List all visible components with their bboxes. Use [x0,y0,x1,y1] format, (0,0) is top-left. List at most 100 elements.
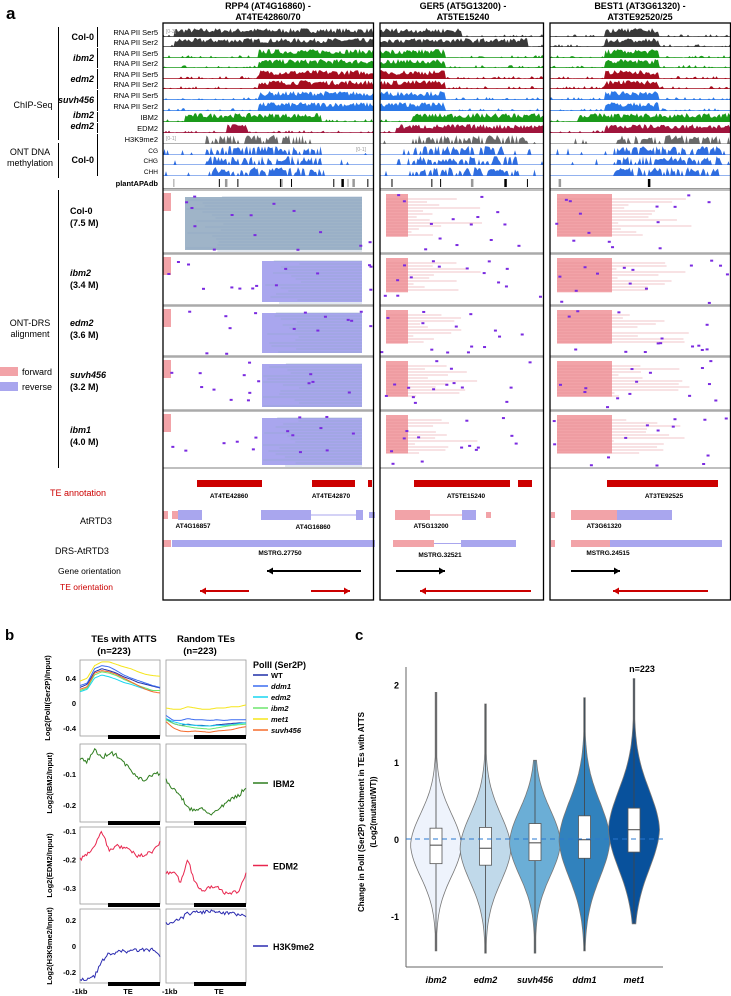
drs-read-count: (3.6 M) [70,330,99,340]
read-fragment [402,437,406,440]
read-fragment [517,244,521,247]
read-fragment [697,344,701,347]
y-axis-label: Log2(IBM2/Input) [45,752,54,814]
x-tick-label: met1 [623,975,644,985]
plot-frame [165,826,247,905]
read-fragment [509,386,513,389]
group-chip-seq: ChIP-Seq [13,100,52,110]
signal-area [163,167,374,176]
signal-area [163,135,374,144]
series-line-WT [79,668,161,689]
forward-read-pileup [163,414,171,432]
read-fragment [369,288,373,291]
read-fragment [420,460,424,463]
read-fragment [316,272,320,275]
x-tick-label: edm2 [474,975,498,985]
read-fragment [645,424,649,427]
drs-alignments [163,189,731,469]
read-fragment [498,335,502,338]
read-fragment [617,311,621,314]
read-fragment [607,240,611,243]
track-label: EDM2 [137,124,158,133]
y-tick-label: -0.4 [63,724,77,733]
read-fragment [655,464,659,467]
exon [356,510,363,520]
read-fragment [386,316,390,319]
read-fragment [422,310,426,313]
signal-area [163,91,374,100]
series-line-IBM2 [165,778,247,816]
x-tick-label: suvh456 [517,975,554,985]
group-drs-1: ONT-DRS [10,318,51,328]
read-fragment [725,273,729,276]
drs-read-count: (3.4 M) [70,280,99,290]
read-fragment [501,417,505,420]
read-fragment [583,266,587,269]
read-fragment [709,360,713,363]
apa-site-mark [341,179,344,187]
read-fragment [611,246,615,249]
exon [172,540,375,547]
track-label: RNA PII Ser5 [113,28,158,37]
y-tick-label: 0 [72,699,76,708]
legend-label: EDM2 [273,862,298,872]
legend-forward-swatch [0,367,18,376]
read-fragment [424,248,428,251]
exon [571,540,610,547]
legend-label: IBM2 [273,779,295,789]
read-fragment [616,397,620,400]
read-fragment [359,244,363,247]
te-body-bar [108,821,160,825]
read-fragment [553,443,557,446]
read-fragment [212,248,216,251]
apa-site-mark [224,179,228,187]
read-fragment [671,425,675,428]
read-fragment [497,281,501,284]
read-fragment [503,223,507,226]
te-body-bar [194,821,246,825]
exon [261,510,311,520]
row-te-orientation: TE orientation [60,582,113,592]
row-drs-atrtd3: DRS-AtRTD3 [55,546,109,556]
read-fragment [504,285,508,288]
track-label: RNA PII Ser5 [113,49,158,58]
y-tick-label: 1 [394,758,399,768]
te-body-bar [194,903,246,907]
read-fragment [466,351,470,354]
apa-site-mark [279,179,281,187]
read-fragment [489,238,493,241]
read-fragment [430,348,434,351]
signal-area [550,167,731,176]
plot-frame [79,908,161,984]
signal-area [550,124,731,133]
forward-read-pileup [557,361,612,397]
mstrg-label: MSTRG.24515 [586,550,630,557]
read-fragment [624,436,628,439]
read-fragment [242,374,246,377]
read-fragment [248,391,252,394]
read-fragment [435,360,439,363]
legend-forward-label: forward [22,367,52,377]
group-ont-meth-1: ONT DNA [10,147,50,157]
read-fragment [454,325,458,328]
read-fragment [705,348,709,351]
exon [486,512,491,518]
read-fragment [514,442,518,445]
te-label: AT3TE92525 [645,493,684,500]
read-fragment [235,440,239,443]
te-label: AT4TE42860 [210,493,249,500]
row-te-annotation: TE annotation [50,488,106,498]
read-fragment [346,318,350,321]
signal-area [380,28,544,37]
track-label: RNA PII Ser2 [113,59,158,68]
group-brackets [58,27,98,468]
read-fragment [397,194,401,197]
read-fragment [574,289,578,292]
col1-title-2: AT4TE42860/70 [235,12,300,22]
apa-site-mark [440,179,442,187]
read-fragment [170,371,174,374]
forward-read-pileup [163,360,171,378]
read-fragment [184,449,188,452]
apa-site-mark [504,179,507,187]
